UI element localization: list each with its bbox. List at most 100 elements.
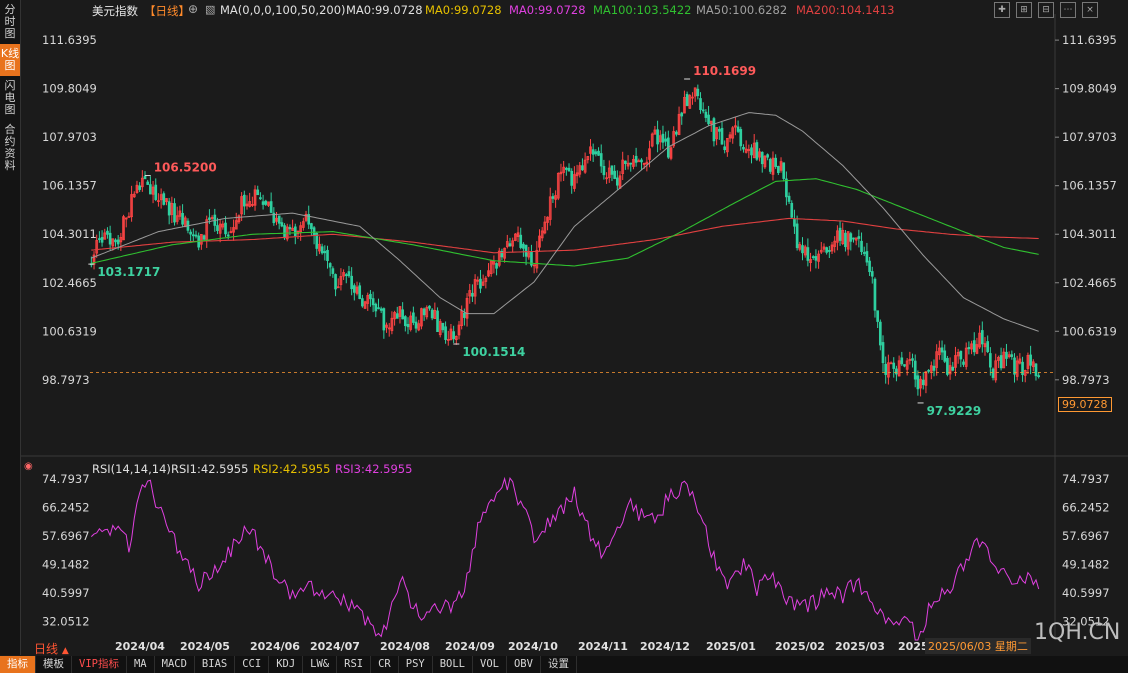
- rsi2-value: RSI2:42.5955: [253, 462, 331, 476]
- candle-body: [559, 171, 563, 175]
- indicator-tab-bar: 指标 模板 VIP指标 MA MACD BIAS CCI KDJ LW& RSI CR PSY BOLL…: [0, 656, 1128, 673]
- candle-body: [793, 218, 796, 227]
- candle-body: [221, 223, 225, 228]
- candle-body: [554, 195, 557, 200]
- close-icon[interactable]: ×: [1082, 2, 1098, 18]
- candle-body: [739, 129, 743, 147]
- candle-body: [1013, 357, 1016, 375]
- candle-body: [989, 353, 992, 368]
- indicator-tab-rsi[interactable]: RSI: [337, 656, 372, 673]
- indicator-tab-lw[interactable]: LW&: [303, 656, 338, 673]
- candle-body: [707, 114, 710, 125]
- candle-body: [844, 232, 847, 248]
- candle-body: [932, 365, 936, 371]
- indicator-tab-bias[interactable]: BIAS: [195, 656, 236, 673]
- candle-body: [420, 308, 423, 327]
- tab-lightning[interactable]: 闪电图: [4, 79, 16, 116]
- indicator-tab-ma[interactable]: MA: [127, 656, 155, 673]
- y-tick-left: 100.6319: [42, 324, 97, 338]
- indicator-tab-psy[interactable]: PSY: [399, 656, 433, 673]
- candle-body: [259, 197, 262, 200]
- candle-body: [395, 313, 399, 319]
- candle-body: [962, 361, 965, 365]
- tab-timeshare[interactable]: 分时图: [4, 3, 16, 40]
- candle-body: [95, 240, 99, 254]
- candle-body: [441, 322, 445, 331]
- candle-body: [701, 109, 705, 112]
- more-icon[interactable]: ⋯: [1060, 2, 1076, 18]
- indicator-tab-item-1[interactable]: 模板: [36, 656, 72, 673]
- candle-body: [940, 347, 944, 353]
- candle-body: [613, 170, 616, 179]
- candle-body: [586, 156, 590, 161]
- indicator-tab-item-15[interactable]: 设置: [541, 656, 577, 673]
- candle-body: [352, 285, 356, 293]
- pivot-label: 103.1717: [97, 265, 160, 279]
- indicator-tab-vol[interactable]: VOL: [473, 656, 507, 673]
- candle-body: [983, 343, 987, 348]
- candle-body: [471, 292, 474, 297]
- candle-body: [597, 150, 600, 156]
- candle-body: [210, 217, 214, 219]
- candle-body: [972, 340, 976, 353]
- period-selector[interactable]: 日线 ▲: [34, 640, 69, 657]
- candle-body: [1026, 354, 1030, 369]
- candle-body: [999, 355, 1003, 369]
- indicator-tab-cci[interactable]: CCI: [235, 656, 270, 673]
- tab-contract-info[interactable]: 合约资料: [4, 123, 16, 172]
- candle-body: [712, 118, 716, 142]
- ma-settings-icon[interactable]: ▧: [205, 3, 216, 16]
- candle-body: [452, 331, 455, 340]
- candle-body: [173, 203, 176, 223]
- candle-body: [111, 238, 115, 247]
- candle-body: [887, 362, 890, 378]
- ma100-value: MA100:103.5422: [593, 3, 692, 17]
- indicator-tab-kdj[interactable]: KDJ: [269, 656, 304, 673]
- indicator-tab-vip[interactable]: VIP指标: [72, 656, 127, 673]
- candle-body: [704, 111, 708, 118]
- candle-body: [226, 234, 230, 237]
- indicator-tab-item-0[interactable]: 指标: [0, 656, 36, 673]
- candle-body: [801, 245, 804, 254]
- candle-body: [755, 142, 759, 160]
- crosshair-icon[interactable]: ✚: [994, 2, 1010, 18]
- zoom-out-icon[interactable]: ⊟: [1038, 2, 1054, 18]
- candle-body: [997, 357, 1000, 361]
- candle-body: [406, 323, 410, 328]
- tab-kline[interactable]: K线图: [0, 44, 20, 76]
- candle-body: [143, 175, 147, 180]
- candle-body: [991, 368, 995, 378]
- candle-body: [326, 249, 329, 261]
- candle-body: [122, 216, 125, 241]
- indicator-tab-cr[interactable]: CR: [371, 656, 399, 673]
- candle-body: [157, 200, 160, 203]
- candle-body: [454, 335, 458, 341]
- candle-body: [752, 142, 756, 159]
- candle-body: [624, 160, 627, 164]
- candle-body: [245, 203, 249, 207]
- candle-body: [267, 201, 270, 206]
- kline-chart[interactable]: 111.6395 111.6395 109.8049 109.8049 107.9703…: [0, 0, 1128, 656]
- candle-body: [465, 297, 469, 319]
- add-indicator-icon[interactable]: ⊕: [188, 2, 199, 16]
- x-tick-label: 2024/04: [115, 640, 165, 653]
- indicator-tab-macd[interactable]: MACD: [155, 656, 195, 673]
- candle-body: [532, 264, 536, 267]
- rsi-params: RSI(14,14,14): [92, 462, 171, 476]
- y-tick-left: 98.7973: [42, 373, 90, 387]
- candle-body: [602, 165, 606, 176]
- candle-body: [605, 177, 608, 180]
- x-tick-label: 2024/12: [640, 640, 690, 653]
- period-tag[interactable]: 【日线】: [144, 4, 190, 18]
- rsi-y-tick-right: 66.2452: [1062, 501, 1110, 515]
- candle-body: [747, 149, 751, 151]
- candle-body: [854, 237, 858, 241]
- indicator-tab-obv[interactable]: OBV: [507, 656, 541, 673]
- candle-body: [457, 324, 461, 336]
- ma200-line: [91, 217, 1039, 254]
- rsi-target-icon[interactable]: ◉: [24, 461, 33, 472]
- ma0-value-3: MA0:99.0728: [509, 3, 586, 17]
- zoom-in-icon[interactable]: ⊞: [1016, 2, 1032, 18]
- indicator-tab-boll[interactable]: BOLL: [433, 656, 474, 673]
- candle-body: [629, 162, 633, 165]
